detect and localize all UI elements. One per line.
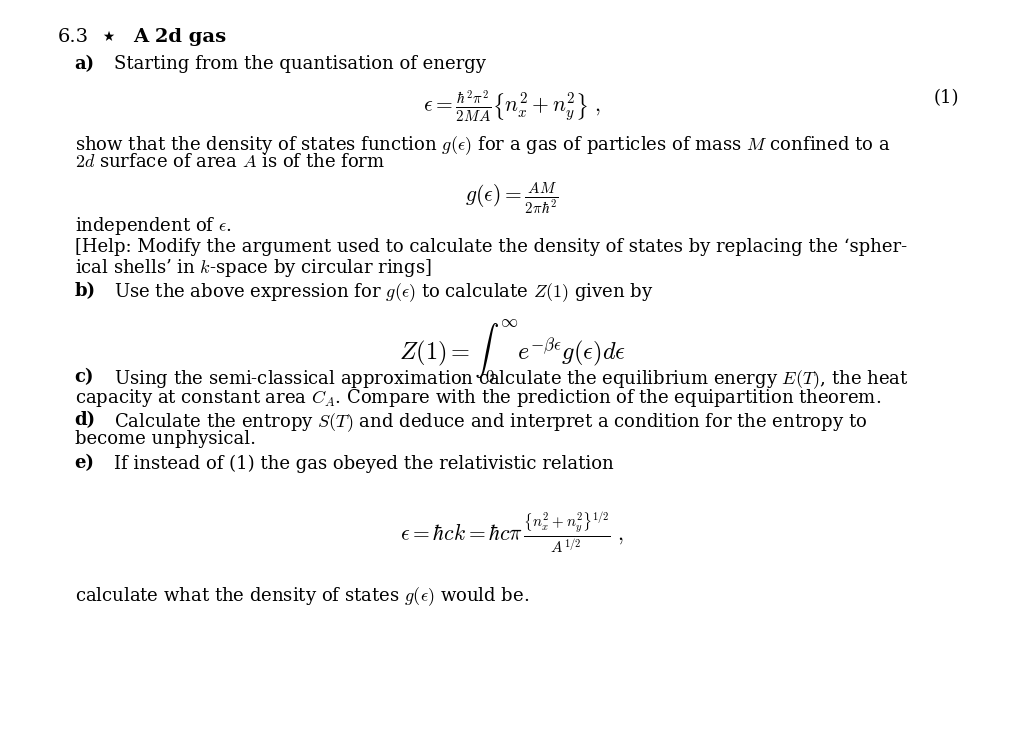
- Text: become unphysical.: become unphysical.: [75, 430, 256, 449]
- Text: Calculate the entropy $S(T)$ and deduce and interpret a condition for the entrop: Calculate the entropy $S(T)$ and deduce …: [114, 411, 867, 434]
- Text: A 2d gas: A 2d gas: [133, 28, 226, 46]
- Text: show that the density of states function $g(\epsilon)$ for a gas of particles of: show that the density of states function…: [75, 135, 890, 157]
- Text: $Z(1) = \int_0^{\infty} e^{-\beta\epsilon}g(\epsilon)d\epsilon$: $Z(1) = \int_0^{\infty} e^{-\beta\epsilo…: [398, 318, 626, 386]
- Text: independent of $\epsilon$.: independent of $\epsilon$.: [75, 215, 231, 237]
- Text: Starting from the quantisation of energy: Starting from the quantisation of energy: [114, 55, 485, 73]
- Text: c): c): [75, 368, 94, 386]
- Text: $\bigstar$: $\bigstar$: [102, 28, 116, 42]
- Text: Using the semi-classical approximation calculate the equilibrium energy $E(T)$, : Using the semi-classical approximation c…: [114, 368, 908, 391]
- Text: e): e): [75, 455, 94, 472]
- Text: (1): (1): [934, 89, 959, 107]
- Text: d): d): [75, 411, 95, 429]
- Text: $\epsilon = \hbar ck = \hbar c\pi\,\frac{\left\{n_x^2 + n_y^2\right\}^{1/2}}{A^{: $\epsilon = \hbar ck = \hbar c\pi\,\frac…: [399, 510, 625, 556]
- Text: [Help: Modify the argument used to calculate the density of states by replacing : [Help: Modify the argument used to calcu…: [75, 238, 906, 256]
- Text: capacity at constant area $C_A$. Compare with the prediction of the equipartitio: capacity at constant area $C_A$. Compare…: [75, 388, 881, 409]
- Text: $g(\epsilon) = \frac{AM}{2\pi\hbar^2}$: $g(\epsilon) = \frac{AM}{2\pi\hbar^2}$: [465, 181, 559, 216]
- Text: $\epsilon = \frac{\hbar^2\pi^2}{2MA}\left\{n_x^2 + n_y^2\right\}\ ,$: $\epsilon = \frac{\hbar^2\pi^2}{2MA}\lef…: [423, 89, 601, 126]
- Text: ical shells’ in $k$-space by circular rings]: ical shells’ in $k$-space by circular ri…: [75, 257, 431, 279]
- Text: Use the above expression for $g(\epsilon)$ to calculate $Z(1)$ given by: Use the above expression for $g(\epsilon…: [114, 281, 653, 304]
- Text: a): a): [75, 55, 94, 73]
- Text: b): b): [75, 281, 95, 300]
- Text: 6.3: 6.3: [57, 28, 89, 46]
- Text: $2d$ surface of area $A$ is of the form: $2d$ surface of area $A$ is of the form: [75, 153, 385, 171]
- Text: calculate what the density of states $g(\epsilon)$ would be.: calculate what the density of states $g(…: [75, 585, 528, 608]
- Text: If instead of (1) the gas obeyed the relativistic relation: If instead of (1) the gas obeyed the rel…: [114, 455, 613, 472]
